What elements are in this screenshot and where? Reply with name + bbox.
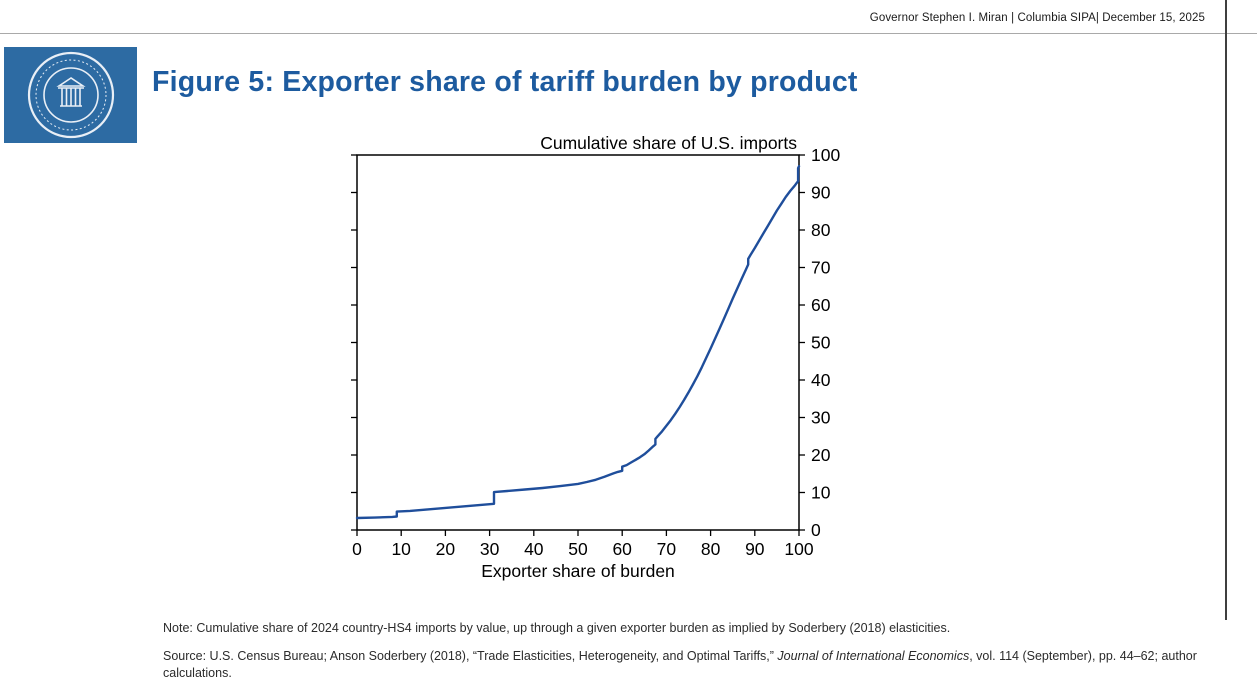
header-divider [0, 33, 1257, 34]
x-tick-label: 40 [524, 539, 544, 559]
y-tick-label: 100 [811, 145, 840, 165]
imports-chart: Cumulative share of U.S. imports 0 10 20 30 4… [351, 133, 840, 581]
chart-title: Cumulative share of U.S. imports [540, 133, 797, 153]
x-tick-label: 80 [701, 539, 721, 559]
federal-reserve-seal-icon [27, 51, 114, 139]
x-tick-label: 100 [784, 539, 813, 559]
y-tick-label: 50 [811, 333, 831, 353]
y-tick-label: 80 [811, 220, 831, 240]
source-prefix: Source: U.S. Census Bureau; Anson Soderb… [163, 649, 778, 663]
header-credit: Governor Stephen I. Miran | Columbia SIP… [869, 12, 1205, 24]
x-tick-label: 0 [352, 539, 362, 559]
right-edge-rule [1225, 0, 1227, 620]
y-tick-label: 40 [811, 370, 831, 390]
figure-title: Figure 5: Exporter share of tariff burde… [152, 66, 858, 98]
y-tick-label: 70 [811, 258, 831, 278]
x-tick-label: 70 [657, 539, 677, 559]
y-tick-label: 30 [811, 408, 831, 428]
y-tick-label: 90 [811, 183, 831, 203]
source-journal: Journal of International Economics [777, 649, 970, 663]
plot-frame [356, 154, 800, 531]
note-text: Note: Cumulative share of 2024 country-H… [163, 621, 951, 635]
x-tick-label: 60 [612, 539, 632, 559]
x-tick-label: 90 [745, 539, 765, 559]
fed-logo-box [4, 47, 137, 143]
source-suffix: , vol. 114 (September), pp. 44–62; autho… [163, 649, 1197, 680]
cumulative-share-line [355, 165, 801, 520]
y-tick-label: 60 [811, 295, 831, 315]
y-tick-label: 0 [811, 520, 821, 540]
x-tick-label: 50 [568, 539, 588, 559]
x-tick-label: 10 [391, 539, 411, 559]
y-tick-label: 10 [811, 483, 831, 503]
x-tick-label: 30 [480, 539, 500, 559]
x-axis-label: Exporter share of burden [481, 561, 675, 581]
source-text: Source: U.S. Census Bureau; Anson Soderb… [163, 648, 1223, 682]
y-tick-label: 20 [811, 445, 831, 465]
x-tick-label: 20 [436, 539, 456, 559]
